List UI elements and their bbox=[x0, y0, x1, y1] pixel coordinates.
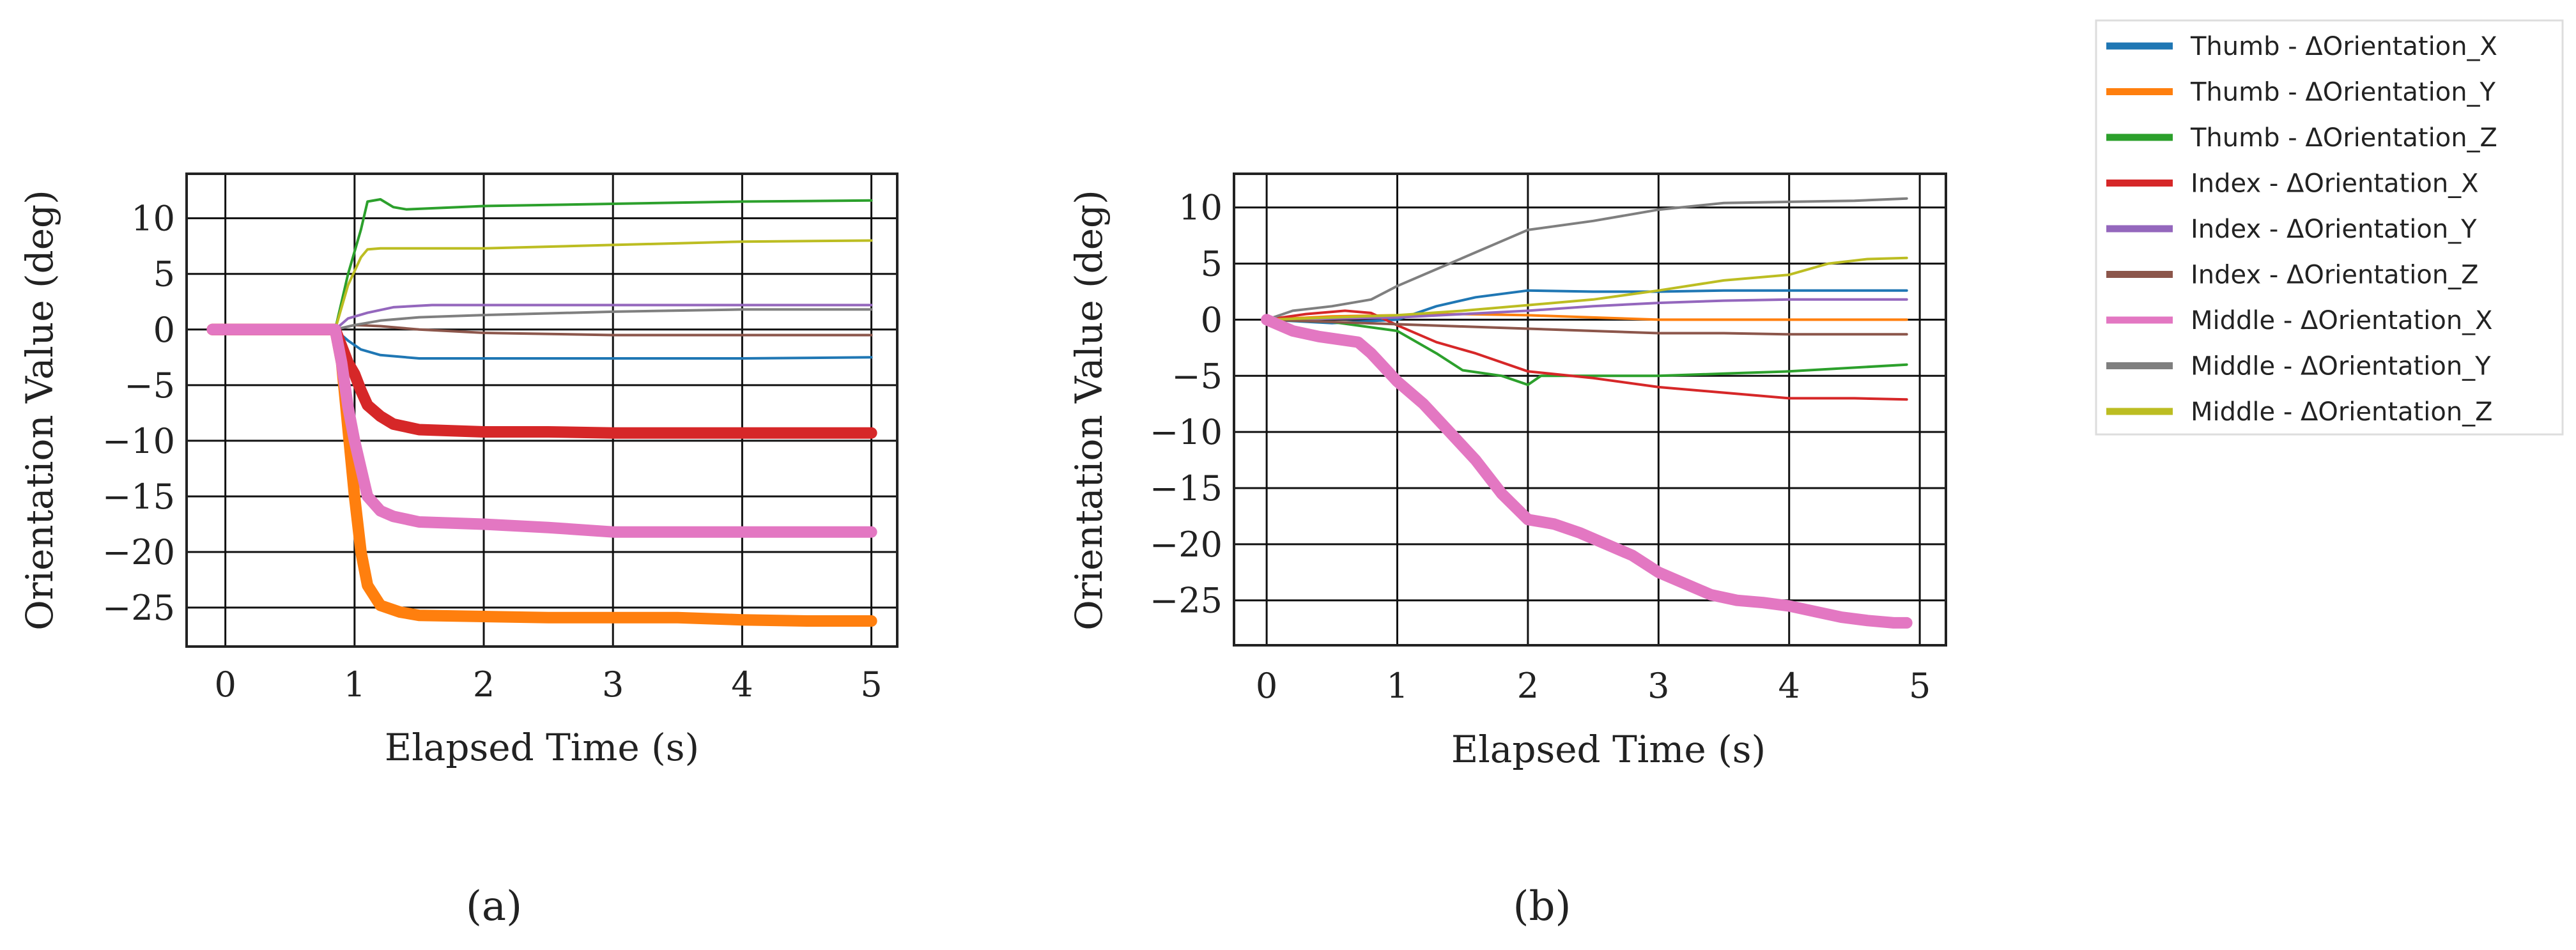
legend-label-index-orientation-x: Index - ΔOrientation_X bbox=[2191, 169, 2479, 199]
y-tick-label-b-7: −25 bbox=[1150, 581, 1222, 621]
x-tick-label-a-4: 4 bbox=[731, 664, 753, 705]
y-axis-label-panel-b: Orientation Value (deg) bbox=[1067, 190, 1111, 631]
series-line-b-index-orientation-y bbox=[1265, 298, 1908, 321]
y-tick-label-b-3: −5 bbox=[1171, 356, 1222, 396]
x-tick-label-b-0: 0 bbox=[1256, 666, 1277, 706]
series-line-b-middle-orientation-y bbox=[1265, 197, 1908, 321]
legend-label-thumb-orientation-z: Thumb - ΔOrientation_Z bbox=[2190, 123, 2497, 153]
ticks-panel-b: 0 1 2 3 4 5 10 5 0 −5 −10 −15 −20 −25 bbox=[1150, 188, 1931, 706]
grid-panel-a bbox=[187, 174, 897, 647]
series-line-a-middle-orientation-x bbox=[206, 323, 877, 538]
grid-panel-b bbox=[1234, 174, 1946, 645]
ticks-panel-a: 0 1 2 3 4 5 10 5 0 −5 −10 −15 −20 −25 bbox=[102, 199, 883, 705]
y-tick-label-a-0: 10 bbox=[131, 199, 175, 239]
x-axis-label-panel-a: Elapsed Time (s) bbox=[385, 726, 699, 769]
series-panel-b bbox=[1261, 197, 1913, 629]
x-tick-label-b-1: 1 bbox=[1386, 666, 1408, 706]
x-tick-label-a-5: 5 bbox=[860, 664, 882, 705]
series-line-b-thumb-orientation-x bbox=[1265, 289, 1908, 325]
series-line-b-index-orientation-x bbox=[1265, 309, 1908, 401]
y-tick-label-a-5: −15 bbox=[102, 477, 175, 517]
legend-label-middle-orientation-z: Middle - ΔOrientation_Z bbox=[2191, 397, 2493, 427]
x-tick-label-a-0: 0 bbox=[214, 664, 236, 705]
chart-panel-b: 0 1 2 3 4 5 10 5 0 −5 −10 −15 −20 −25 Elapsed Time (s… bbox=[1067, 172, 1947, 771]
x-tick-label-a-2: 2 bbox=[473, 664, 495, 705]
y-axis-label-panel-a: Orientation Value (deg) bbox=[18, 190, 61, 631]
series-line-b-index-orientation-z bbox=[1265, 318, 1908, 336]
y-tick-label-b-6: −20 bbox=[1150, 525, 1222, 565]
series-line-b-middle-orientation-z bbox=[1265, 256, 1908, 321]
legend-label-middle-orientation-y: Middle - ΔOrientation_Y bbox=[2191, 352, 2491, 381]
y-tick-label-a-1: 5 bbox=[153, 254, 175, 295]
series-line-a-thumb-orientation-y bbox=[206, 323, 877, 627]
series-line-b-middle-orientation-x bbox=[1261, 314, 1913, 629]
legend-label-thumb-orientation-y: Thumb - ΔOrientation_Y bbox=[2190, 78, 2496, 107]
x-tick-label-b-5: 5 bbox=[1909, 666, 1931, 706]
y-tick-label-b-5: −15 bbox=[1150, 468, 1222, 509]
y-tick-label-b-2: 0 bbox=[1201, 300, 1222, 340]
series-panel-a bbox=[206, 198, 877, 627]
x-tick-label-b-3: 3 bbox=[1647, 666, 1669, 706]
y-tick-label-a-4: −10 bbox=[102, 421, 175, 461]
legend-label-thumb-orientation-x: Thumb - ΔOrientation_X bbox=[2190, 32, 2497, 61]
series-line-a-index-orientation-x bbox=[206, 323, 877, 439]
x-axis-label-panel-b: Elapsed Time (s) bbox=[1451, 728, 1766, 771]
y-tick-label-a-7: −25 bbox=[102, 588, 175, 628]
x-tick-label-b-4: 4 bbox=[1778, 666, 1800, 706]
panel-label-b: (b) bbox=[1513, 883, 1571, 930]
legend-label-index-orientation-z: Index - ΔOrientation_Z bbox=[2191, 261, 2479, 290]
series-line-b-thumb-orientation-z bbox=[1265, 318, 1908, 387]
legend: Thumb - ΔOrientation_X Thumb - ΔOrientati… bbox=[2095, 19, 2564, 436]
x-tick-label-a-3: 3 bbox=[602, 664, 624, 705]
legend-entries: Thumb - ΔOrientation_X Thumb - ΔOrientati… bbox=[2106, 32, 2497, 427]
plot-frame-panel-b bbox=[1233, 172, 1947, 647]
y-tick-label-a-3: −5 bbox=[124, 365, 175, 406]
panel-label-a: (a) bbox=[466, 883, 522, 930]
legend-box bbox=[2095, 19, 2564, 436]
x-tick-label-a-1: 1 bbox=[344, 664, 366, 705]
y-tick-label-a-6: −20 bbox=[102, 532, 175, 572]
legend-label-middle-orientation-x: Middle - ΔOrientation_X bbox=[2191, 306, 2493, 335]
y-tick-label-b-0: 10 bbox=[1178, 188, 1222, 228]
series-line-a-middle-orientation-z bbox=[211, 239, 873, 331]
y-tick-label-b-4: −10 bbox=[1150, 412, 1222, 452]
chart-panel-a: 0 1 2 3 4 5 10 5 0 −5 −10 −15 −20 −25 Elapsed Time (s… bbox=[18, 172, 899, 769]
legend-label-index-orientation-y: Index - ΔOrientation_Y bbox=[2191, 215, 2477, 244]
y-tick-label-a-2: 0 bbox=[153, 310, 175, 350]
plot-frame-panel-a bbox=[185, 172, 899, 648]
y-tick-label-b-1: 5 bbox=[1201, 244, 1222, 284]
x-tick-label-b-2: 2 bbox=[1517, 666, 1539, 706]
